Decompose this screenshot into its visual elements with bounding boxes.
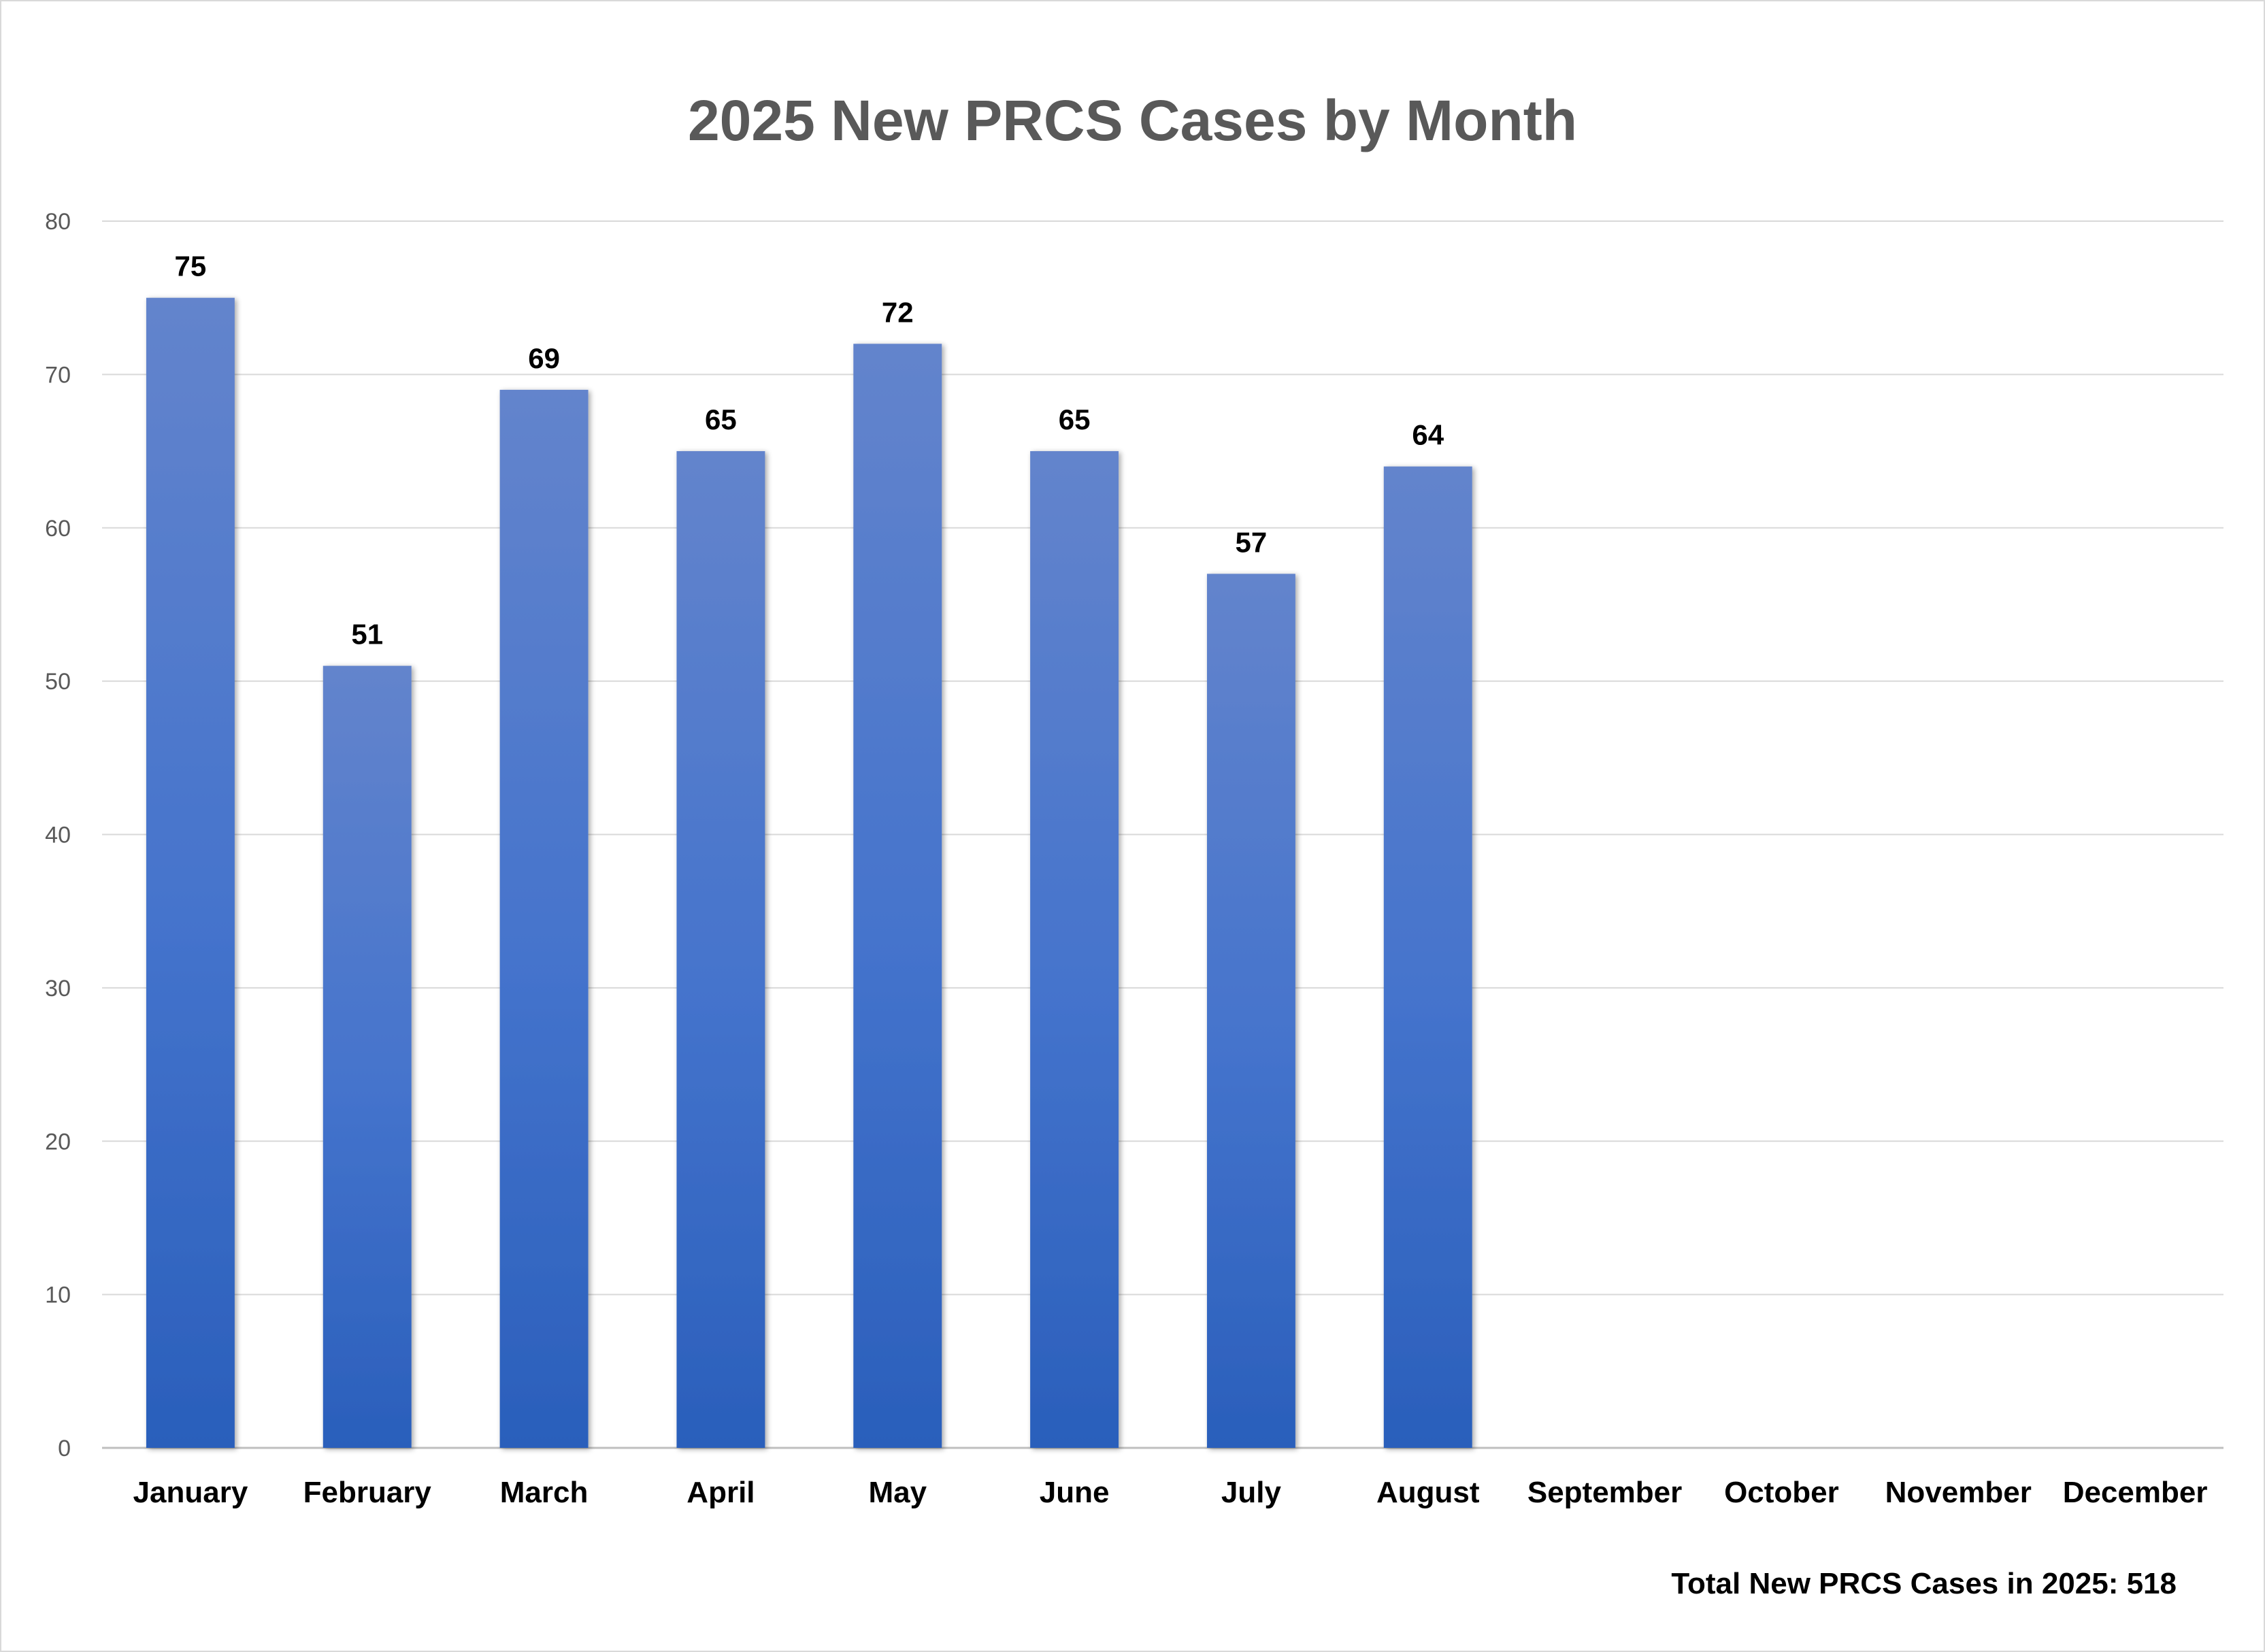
data-labels: 75 51 69 65 72 65 57 64 bbox=[175, 250, 1444, 650]
chart-title: 2025 New PRCS Cases by Month bbox=[687, 88, 1578, 152]
data-label-may: 72 bbox=[882, 296, 914, 328]
data-label-january: 75 bbox=[175, 250, 207, 282]
y-tick-label: 10 bbox=[45, 1283, 71, 1308]
x-tick-label-may: May bbox=[868, 1476, 927, 1509]
x-tick-label-january: January bbox=[133, 1476, 248, 1509]
y-tick-label: 0 bbox=[58, 1436, 71, 1461]
y-tick-label: 40 bbox=[45, 823, 71, 848]
y-tick-label: 60 bbox=[45, 516, 71, 542]
x-tick-label-april: April bbox=[687, 1476, 755, 1509]
y-tick-label: 80 bbox=[45, 209, 71, 235]
data-label-august: 64 bbox=[1412, 419, 1444, 451]
x-tick-label-july: July bbox=[1221, 1476, 1282, 1509]
bar-february bbox=[323, 665, 412, 1448]
total-footnote: Total New PRCS Cases in 2025: 518 bbox=[1671, 1567, 2177, 1600]
x-axis-ticks: January February March April May June July Augu… bbox=[133, 1476, 2208, 1509]
y-tick-label: 20 bbox=[45, 1129, 71, 1155]
x-tick-label-november: November bbox=[1885, 1476, 2032, 1509]
gridlines bbox=[102, 220, 2223, 1449]
bar-april bbox=[676, 451, 765, 1448]
data-label-june: 65 bbox=[1059, 403, 1091, 435]
bar-august bbox=[1383, 466, 1472, 1448]
x-tick-label-march: March bbox=[500, 1476, 589, 1509]
bar-may bbox=[853, 344, 942, 1448]
data-label-april: 65 bbox=[705, 403, 737, 435]
data-label-july: 57 bbox=[1236, 526, 1268, 558]
x-tick-label-september: September bbox=[1527, 1476, 1682, 1509]
bars bbox=[146, 297, 1472, 1448]
y-tick-label: 70 bbox=[45, 362, 71, 388]
x-tick-label-february: February bbox=[303, 1476, 432, 1509]
y-tick-label: 30 bbox=[45, 976, 71, 1002]
y-axis-ticks: 0 10 20 30 40 50 60 70 80 bbox=[45, 209, 71, 1461]
x-tick-label-december: December bbox=[2063, 1476, 2208, 1509]
y-tick-label: 50 bbox=[45, 669, 71, 695]
x-tick-label-june: June bbox=[1040, 1476, 1110, 1509]
bar-january bbox=[146, 297, 235, 1448]
data-label-february: 51 bbox=[351, 618, 383, 650]
bar-july bbox=[1206, 574, 1295, 1448]
x-tick-label-august: August bbox=[1376, 1476, 1480, 1509]
x-tick-label-october: October bbox=[1724, 1476, 1839, 1509]
bar-june bbox=[1030, 451, 1119, 1448]
data-label-march: 69 bbox=[528, 342, 560, 374]
bar-march bbox=[499, 389, 589, 1448]
